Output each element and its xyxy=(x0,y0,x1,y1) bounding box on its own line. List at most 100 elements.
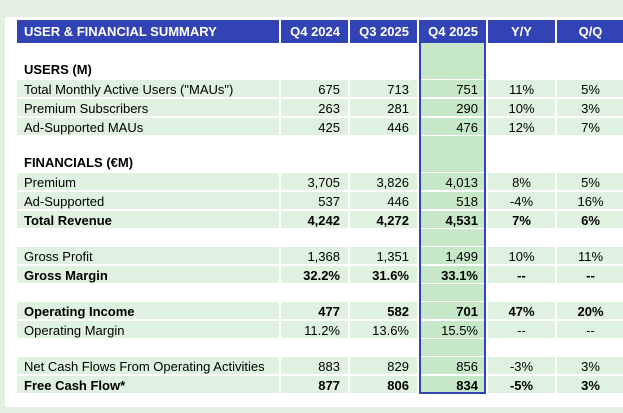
cell-q4-2025: 33.1% xyxy=(419,265,486,284)
table-row: Net Cash Flows From Operating Activities… xyxy=(17,356,623,375)
cell-value xyxy=(557,153,623,172)
column-header-q4-2024: Q4 2024 xyxy=(281,20,348,43)
row-label: FINANCIALS (€M) xyxy=(24,155,134,170)
cell-value xyxy=(557,60,623,79)
cell-value xyxy=(350,153,417,172)
row-label: Total Revenue xyxy=(17,210,279,229)
cell-value: 6% xyxy=(557,210,623,229)
row-label: Gross Margin xyxy=(17,265,279,284)
cell-value xyxy=(350,60,417,79)
cell-value xyxy=(488,284,555,301)
cell-value: 3% xyxy=(557,375,623,394)
cell-q4-2025: 290 xyxy=(419,98,486,117)
cell-q4-2025: 518 xyxy=(419,191,486,210)
blank-row xyxy=(17,339,623,356)
cell-value xyxy=(488,153,555,172)
cell-value: 10% xyxy=(488,98,555,117)
cell-value: 877 xyxy=(281,375,348,394)
underlined-value: 518 xyxy=(456,194,478,209)
row-label: Gross Profit xyxy=(17,246,279,265)
cell-value xyxy=(557,43,623,60)
column-header-qq: Q/Q xyxy=(557,20,623,43)
cell-q4-2025 xyxy=(419,43,486,60)
row-label: Free Cash Flow* xyxy=(17,375,279,394)
cell-value xyxy=(557,229,623,246)
cell-value xyxy=(350,284,417,301)
cell-value xyxy=(281,229,348,246)
cell-value: -3% xyxy=(488,356,555,375)
cell-value xyxy=(281,43,348,60)
table-row: Gross Margin 32.2% 31.6% 33.1% -- -- xyxy=(17,265,623,284)
row-label: Ad-Supported xyxy=(17,191,279,210)
cell-value: 263 xyxy=(281,98,348,117)
section-row: USERS (M) xyxy=(17,60,623,79)
cell-q4-2025: 4,531 xyxy=(419,210,486,229)
cell-q4-2025 xyxy=(419,229,486,246)
cell-value xyxy=(281,136,348,153)
cell-value: -5% xyxy=(488,375,555,394)
row-label xyxy=(17,339,279,356)
blank-row xyxy=(17,284,623,301)
cell-value: 3,826 xyxy=(350,172,417,191)
cell-q4-2025: 856 xyxy=(419,356,486,375)
cell-value: 4,242 xyxy=(281,210,348,229)
underlined-value: -4% xyxy=(509,194,534,209)
cell-value: 675 xyxy=(281,79,348,98)
cell-q4-2025: 476 xyxy=(419,117,486,136)
cell-value xyxy=(488,339,555,356)
cell-value xyxy=(557,339,623,356)
cell-value: -- xyxy=(557,265,623,284)
cell-value: 806 xyxy=(350,375,417,394)
cell-value: 11.2% xyxy=(281,320,348,339)
row-label: Operating Margin xyxy=(17,320,279,339)
cell-q4-2025: 834 xyxy=(419,375,486,394)
row-label: Operating Income xyxy=(17,301,279,320)
table-row: Total Monthly Active Users ("MAUs") 675 71… xyxy=(17,79,623,98)
cell-q4-2025 xyxy=(419,153,486,172)
table-row: Premium 3,705 3,826 4,013 8% 5% xyxy=(17,172,623,191)
cell-value: 829 xyxy=(350,356,417,375)
underlined-value: 446 xyxy=(387,194,409,209)
cell-value: 8% xyxy=(488,172,555,191)
cell-value: 11% xyxy=(488,79,555,98)
cell-value xyxy=(488,229,555,246)
cell-value xyxy=(281,60,348,79)
table-rows: USERS (M) Total Monthly Active Users ("MA… xyxy=(17,43,623,394)
cell-value: 4,272 xyxy=(350,210,417,229)
table-row: Operating Income 477 582 701 47% 20% xyxy=(17,301,623,320)
cell-value: -- xyxy=(488,320,555,339)
cell-q4-2025: 751 xyxy=(419,79,486,98)
row-label xyxy=(17,136,279,153)
cell-value: 5% xyxy=(557,172,623,191)
cell-value: 13.6% xyxy=(350,320,417,339)
cell-value: 477 xyxy=(281,301,348,320)
column-header-q3-2025: Q3 2025 xyxy=(350,20,417,43)
cell-value: 1,368 xyxy=(281,246,348,265)
row-label: Ad-Supported MAUs xyxy=(17,117,279,136)
cell-value: -- xyxy=(557,320,623,339)
cell-value: 713 xyxy=(350,79,417,98)
cell-value: 7% xyxy=(488,210,555,229)
cell-value: 12% xyxy=(488,117,555,136)
cell-value xyxy=(488,60,555,79)
cell-value: 1,351 xyxy=(350,246,417,265)
cell-value: 425 xyxy=(281,117,348,136)
cell-value: 3% xyxy=(557,356,623,375)
cell-value: 3,705 xyxy=(281,172,348,191)
cell-value: 31.6% xyxy=(350,265,417,284)
cell-q4-2025: 1,499 xyxy=(419,246,486,265)
cell-value: 3% xyxy=(557,98,623,117)
cell-value xyxy=(350,136,417,153)
row-label: Net Cash Flows From Operating Activities xyxy=(17,356,279,375)
underlined-value: 537 xyxy=(318,194,340,209)
column-header-q4-2025: Q4 2025 xyxy=(419,20,486,43)
cell-value: 11% xyxy=(557,246,623,265)
blank-row xyxy=(17,43,623,60)
cell-value: 537 xyxy=(281,191,348,210)
cell-value: 582 xyxy=(350,301,417,320)
cell-value: 5% xyxy=(557,79,623,98)
cell-value: 47% xyxy=(488,301,555,320)
section-row: FINANCIALS (€M) xyxy=(17,153,623,172)
cell-value xyxy=(488,136,555,153)
